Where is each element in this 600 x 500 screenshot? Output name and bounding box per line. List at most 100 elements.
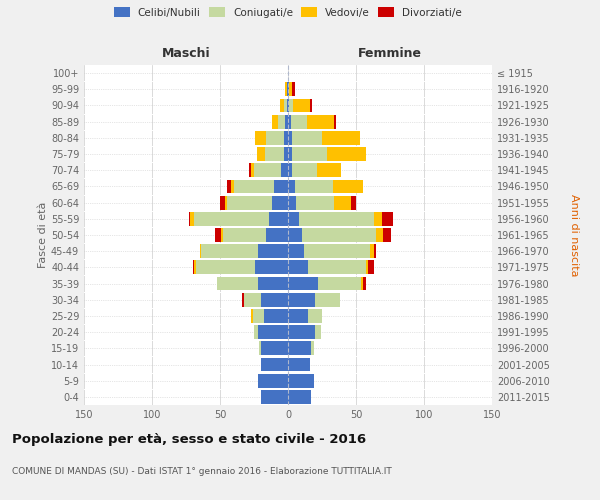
- Bar: [308, 309, 322, 323]
- Bar: [310, 98, 313, 112]
- Bar: [284, 131, 288, 144]
- Bar: [189, 212, 190, 226]
- Bar: [322, 131, 360, 144]
- Bar: [374, 244, 376, 258]
- Bar: [361, 276, 363, 290]
- Bar: [288, 164, 292, 177]
- Bar: [288, 228, 302, 242]
- Bar: [201, 244, 258, 258]
- Bar: [258, 276, 288, 290]
- Bar: [288, 212, 299, 226]
- Bar: [265, 147, 284, 161]
- Bar: [285, 115, 288, 128]
- Bar: [292, 147, 328, 161]
- Bar: [288, 293, 315, 306]
- Bar: [223, 228, 266, 242]
- Bar: [318, 276, 361, 290]
- Bar: [284, 147, 288, 161]
- Bar: [196, 260, 256, 274]
- Bar: [285, 82, 287, 96]
- Bar: [308, 260, 365, 274]
- Bar: [227, 180, 231, 194]
- Bar: [307, 115, 334, 128]
- Bar: [317, 164, 341, 177]
- Bar: [287, 82, 288, 96]
- Bar: [274, 180, 288, 194]
- Bar: [288, 147, 292, 161]
- Bar: [257, 147, 265, 161]
- Bar: [280, 98, 284, 112]
- Bar: [261, 390, 288, 404]
- Y-axis label: Fasce di età: Fasce di età: [38, 202, 48, 268]
- Bar: [266, 228, 288, 242]
- Bar: [266, 131, 284, 144]
- Bar: [291, 115, 307, 128]
- Bar: [253, 309, 263, 323]
- Bar: [383, 228, 391, 242]
- Text: Popolazione per età, sesso e stato civile - 2016: Popolazione per età, sesso e stato civil…: [12, 432, 366, 446]
- Bar: [368, 260, 374, 274]
- Bar: [256, 260, 288, 274]
- Bar: [258, 374, 288, 388]
- Bar: [281, 164, 288, 177]
- Bar: [256, 131, 266, 144]
- Text: COMUNE DI MANDAS (SU) - Dati ISTAT 1° gennaio 2016 - Elaborazione TUTTITALIA.IT: COMUNE DI MANDAS (SU) - Dati ISTAT 1° ge…: [12, 468, 392, 476]
- Bar: [288, 244, 304, 258]
- Bar: [193, 260, 194, 274]
- Bar: [374, 212, 382, 226]
- Text: Femmine: Femmine: [358, 47, 422, 60]
- Bar: [263, 309, 288, 323]
- Bar: [227, 196, 272, 209]
- Bar: [258, 244, 288, 258]
- Bar: [288, 358, 310, 372]
- Bar: [315, 326, 320, 339]
- Legend: Celibi/Nubili, Coniugati/e, Vedovi/e, Divorziati/e: Celibi/Nubili, Coniugati/e, Vedovi/e, Di…: [112, 5, 464, 20]
- Bar: [365, 260, 368, 274]
- Bar: [200, 244, 201, 258]
- Bar: [261, 358, 288, 372]
- Bar: [292, 131, 322, 144]
- Bar: [288, 131, 292, 144]
- Bar: [194, 260, 196, 274]
- Bar: [350, 196, 356, 209]
- Bar: [284, 98, 287, 112]
- Bar: [220, 196, 226, 209]
- Bar: [226, 196, 227, 209]
- Bar: [254, 326, 258, 339]
- Bar: [292, 82, 295, 96]
- Bar: [304, 244, 370, 258]
- Bar: [299, 212, 374, 226]
- Bar: [295, 180, 333, 194]
- Bar: [217, 276, 258, 290]
- Bar: [272, 115, 278, 128]
- Bar: [292, 164, 317, 177]
- Bar: [251, 309, 253, 323]
- Bar: [296, 196, 334, 209]
- Bar: [288, 342, 311, 355]
- Bar: [231, 180, 233, 194]
- Bar: [242, 293, 244, 306]
- Bar: [259, 342, 261, 355]
- Bar: [215, 228, 221, 242]
- Bar: [363, 276, 365, 290]
- Bar: [302, 228, 376, 242]
- Bar: [289, 82, 292, 96]
- Bar: [261, 342, 288, 355]
- Bar: [376, 228, 383, 242]
- Bar: [288, 276, 318, 290]
- Bar: [288, 196, 296, 209]
- Bar: [251, 164, 254, 177]
- Bar: [272, 196, 288, 209]
- Bar: [293, 98, 310, 112]
- Bar: [248, 164, 251, 177]
- Bar: [288, 390, 311, 404]
- Bar: [288, 82, 289, 96]
- Bar: [370, 244, 374, 258]
- Bar: [288, 326, 315, 339]
- Bar: [328, 147, 365, 161]
- Bar: [315, 293, 340, 306]
- Bar: [333, 180, 363, 194]
- Text: Maschi: Maschi: [161, 47, 211, 60]
- Bar: [288, 115, 291, 128]
- Bar: [288, 180, 295, 194]
